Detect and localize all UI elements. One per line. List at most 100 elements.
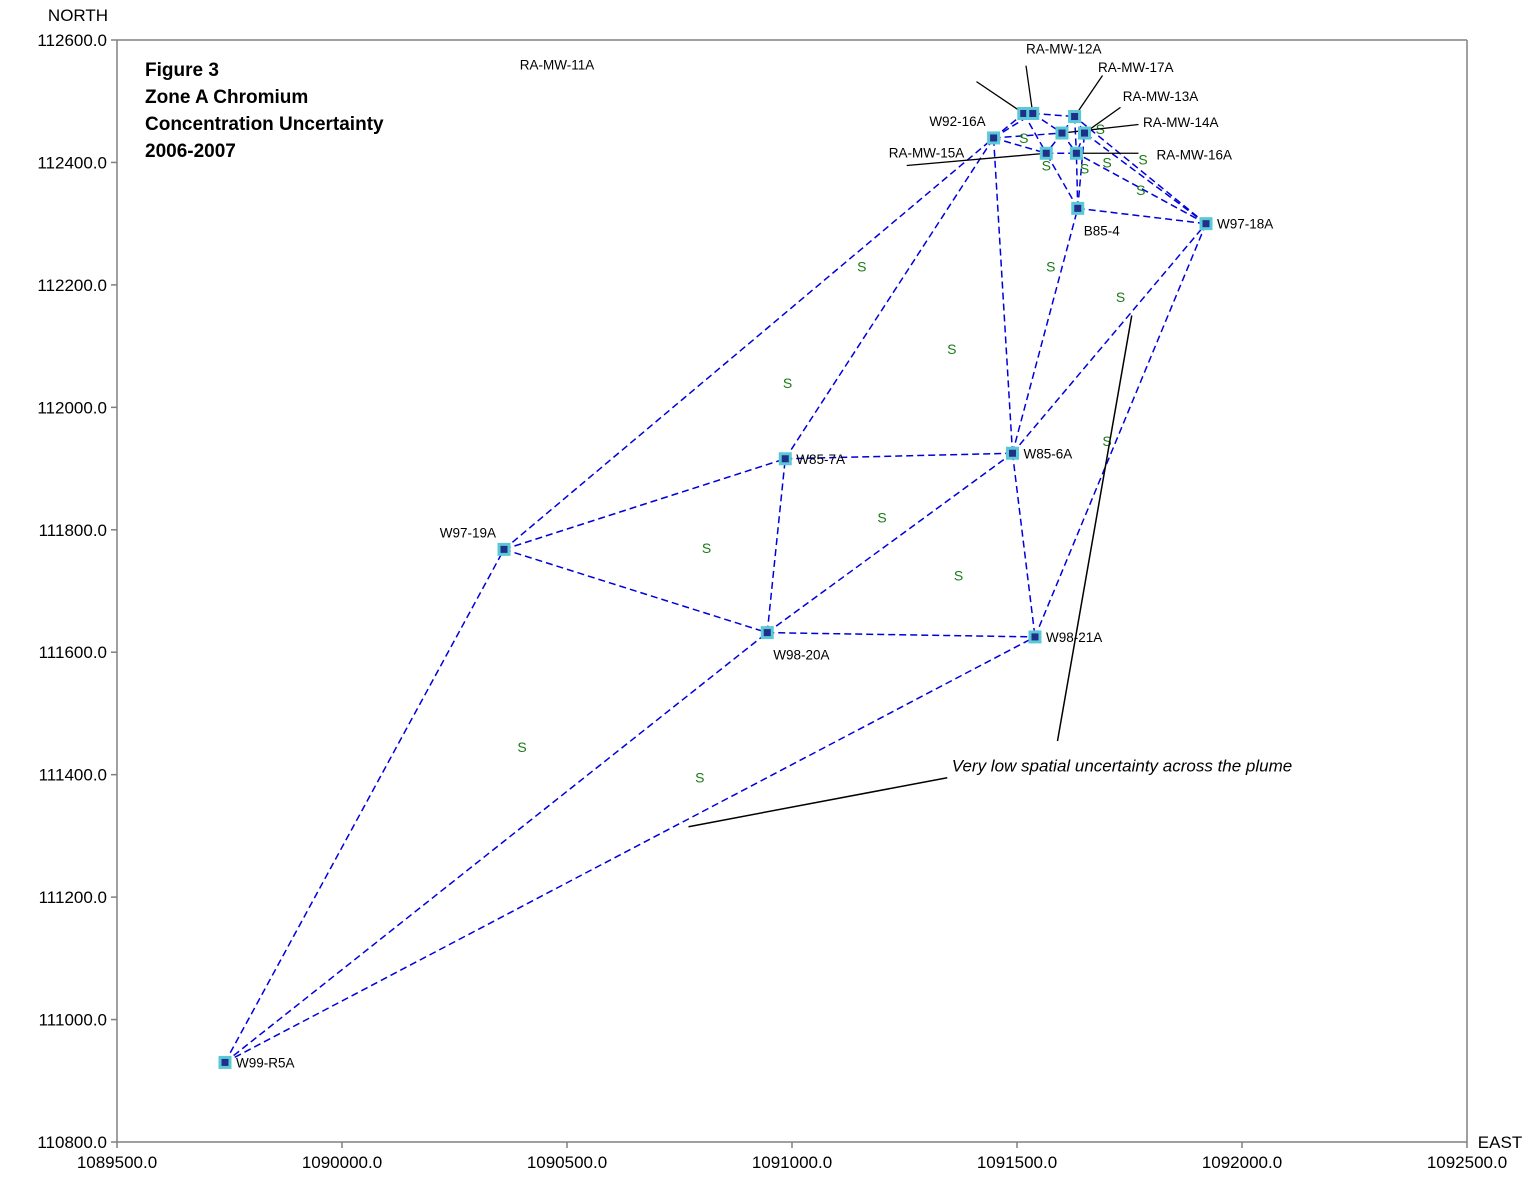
title-line-4: 2006-2007 — [145, 141, 236, 162]
well-marker-inner — [221, 1058, 229, 1066]
s-mark: S — [517, 739, 526, 755]
well-label: RA-MW-15A — [889, 146, 965, 161]
well-marker-inner — [1081, 129, 1088, 137]
s-mark: S — [1116, 289, 1125, 305]
well-marker-inner — [500, 545, 508, 553]
triangulation-edge — [993, 132, 1063, 139]
annotation-text: Very low spatial uncertainty across the … — [952, 757, 1292, 776]
well-marker-inner — [763, 629, 771, 637]
x-tick-label: 1090500.0 — [527, 1153, 607, 1172]
annotation: Very low spatial uncertainty across the … — [688, 315, 1292, 828]
well-label: RA-MW-11A — [520, 57, 595, 72]
triangulation-edge — [1023, 113, 1047, 154]
triangulation-edge — [1074, 115, 1207, 225]
s-mark: S — [695, 770, 704, 786]
triangulation-edge — [503, 137, 995, 550]
well-label: RA-MW-12A — [1026, 41, 1102, 56]
well-label: W85-6A — [1024, 446, 1073, 461]
well-marker-inner — [1031, 633, 1039, 641]
triangulation-edge — [224, 632, 768, 1063]
triangulation-edge — [993, 137, 1047, 154]
y-tick-label: 111200.0 — [39, 888, 107, 907]
well-marker — [1006, 446, 1019, 460]
title-line-1: Figure 3 — [145, 60, 219, 81]
title-line-3: Concentration Uncertainty — [145, 114, 384, 135]
triangulation-edge — [1011, 208, 1079, 454]
well-marker-inner — [1202, 220, 1210, 228]
leader-line — [1025, 65, 1034, 114]
well-label: RA-MW-14A — [1143, 115, 1219, 130]
triangulation-edge — [992, 137, 1014, 454]
x-tick-label: 1089500.0 — [77, 1153, 157, 1172]
leader-line — [1074, 75, 1104, 117]
well-label: W85-7A — [796, 452, 845, 467]
well-marker-inner — [1071, 113, 1079, 121]
x-axis-name: EAST — [1478, 1133, 1522, 1152]
well-marker-inner — [1009, 449, 1016, 457]
well-marker — [1026, 106, 1040, 120]
y-tick-label: 110800.0 — [37, 1133, 107, 1152]
well-marker-inner — [1074, 204, 1082, 212]
well-marker — [1039, 146, 1053, 160]
s-mark: S — [857, 259, 866, 275]
triangulation-edge — [1011, 453, 1036, 638]
well-marker — [218, 1055, 232, 1069]
triangulation-edge — [503, 548, 768, 634]
well-label: RA-MW-16A — [1157, 147, 1233, 162]
triangulation-edge — [784, 137, 995, 460]
well-marker — [1069, 146, 1083, 160]
s-mark: S — [1080, 161, 1089, 177]
well-marker-inner — [990, 134, 998, 142]
well-marker-inner — [1020, 109, 1028, 117]
well-marker-inner — [1042, 149, 1050, 157]
well-label: W99-R5A — [236, 1055, 295, 1070]
y-axis-name: NORTH — [48, 6, 108, 25]
well-label: RA-MW-17A — [1098, 60, 1174, 75]
x-tick-label: 1092000.0 — [1202, 1153, 1282, 1172]
annotation-pointer — [1056, 315, 1133, 742]
leader-line — [976, 81, 1025, 115]
well-label: W92-16A — [929, 114, 985, 129]
s-mark: S — [1102, 154, 1111, 170]
leader-line — [1061, 123, 1139, 134]
well-marker — [1055, 126, 1069, 140]
y-tick-label: 112000.0 — [37, 398, 107, 417]
well-marker — [1028, 630, 1042, 644]
x-tick-label: 1092500.0 — [1427, 1153, 1507, 1172]
s-mark: S — [783, 375, 792, 391]
well-layer: W99-R5A W97-19A W98-20A W85-7A W85-6A W98-21A… — [218, 106, 1273, 1070]
leader-line — [906, 152, 1047, 167]
s-mark: S — [954, 568, 963, 584]
y-tick-label: 111800.0 — [39, 521, 107, 540]
s-mark: S — [1102, 433, 1111, 449]
x-tick-label: 1091500.0 — [977, 1153, 1057, 1172]
s-mark: S — [1046, 259, 1055, 275]
triangulation-edge — [1034, 223, 1207, 638]
s-mark: S — [1019, 130, 1028, 146]
well-marker-inner — [1058, 129, 1066, 137]
triangulation-edge — [766, 452, 1013, 634]
well-marker — [778, 452, 792, 466]
triangulation-edge — [1077, 132, 1086, 209]
well-label: W97-18A — [1217, 217, 1273, 232]
annotation-pointer — [688, 776, 948, 828]
well-marker-inner — [1029, 109, 1037, 117]
s-mark: S — [947, 341, 956, 357]
well-label: W98-21A — [1046, 630, 1102, 645]
well-marker-inner — [781, 455, 789, 463]
triangulation-edge — [1084, 132, 1207, 225]
triangulation-edge — [1075, 153, 1079, 209]
s-mark: S — [1138, 151, 1147, 167]
x-tick-label: 1090000.0 — [302, 1153, 382, 1172]
well-label: B85-4 — [1084, 223, 1121, 238]
y-tick-label: 112200.0 — [37, 276, 107, 295]
y-tick-label: 112600.0 — [37, 31, 107, 50]
well-label: W98-20A — [773, 648, 829, 663]
well-marker — [760, 626, 774, 640]
chart-title: Figure 3 Zone A Chromium Concentration U… — [145, 60, 384, 162]
y-tick-label: 112400.0 — [37, 153, 107, 172]
s-mark: S — [877, 510, 886, 526]
triangulation-edge — [766, 458, 786, 633]
